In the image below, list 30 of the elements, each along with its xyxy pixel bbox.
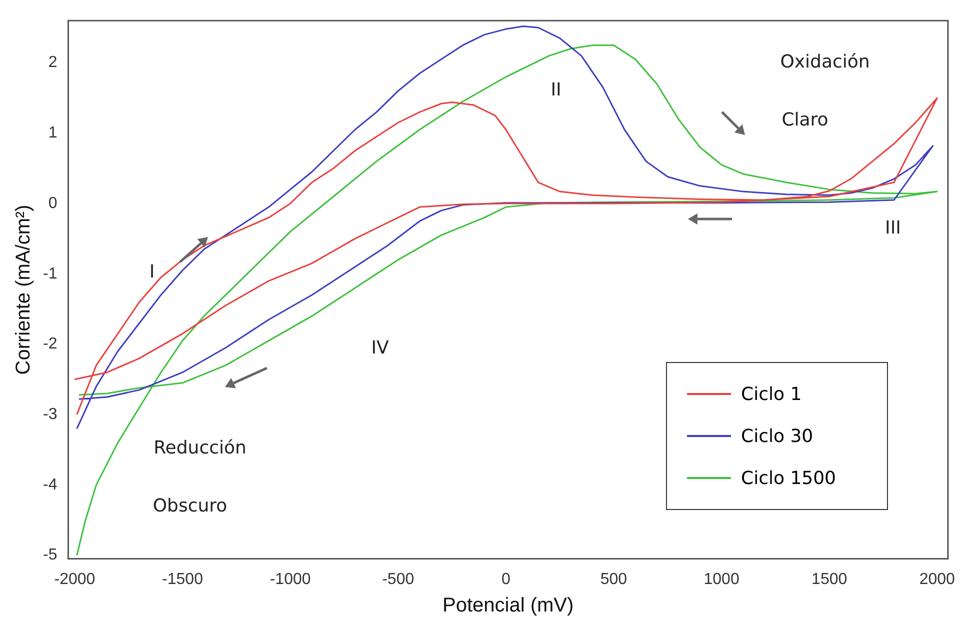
annotation: Obscuro [152, 496, 228, 516]
annotation: Claro [782, 110, 828, 130]
annotation: I [149, 262, 155, 282]
legend-label: Ciclo 1 [741, 384, 802, 404]
x-tick-label: -1000 [270, 570, 311, 588]
y-tick-label: 1 [48, 124, 58, 142]
annotation: II [550, 80, 562, 100]
x-tick-label: -1500 [162, 570, 204, 588]
annotation: Reducción [154, 438, 246, 458]
x-tick-label: 500 [600, 570, 628, 588]
y-tick-label: 0 [48, 194, 58, 212]
y-tick-label: -5 [42, 546, 58, 564]
annotation: Oxidación [780, 52, 870, 72]
annotation: III [885, 218, 901, 238]
annotation: IV [371, 338, 389, 358]
x-tick-label: 1500 [812, 570, 848, 588]
x-tick-label: 0 [501, 570, 510, 588]
y-tick-label: -1 [42, 265, 58, 282]
y-tick-label: -4 [42, 476, 58, 494]
x-axis-title: Potencial (mV) [442, 594, 574, 617]
y-axis-title: Corriente (mA/cm²) [12, 204, 35, 375]
x-tick-label: 1000 [704, 570, 740, 588]
y-tick-label: -2 [42, 336, 58, 353]
y-tick-label: 2 [48, 54, 58, 72]
x-tick-label: 2000 [919, 570, 956, 588]
y-tick-label: -3 [42, 406, 58, 423]
x-tick-label: -500 [382, 570, 414, 588]
legend-label: Ciclo 1500 [741, 468, 836, 488]
legend-label: Ciclo 30 [741, 426, 814, 446]
x-tick-label: -2000 [54, 570, 96, 588]
